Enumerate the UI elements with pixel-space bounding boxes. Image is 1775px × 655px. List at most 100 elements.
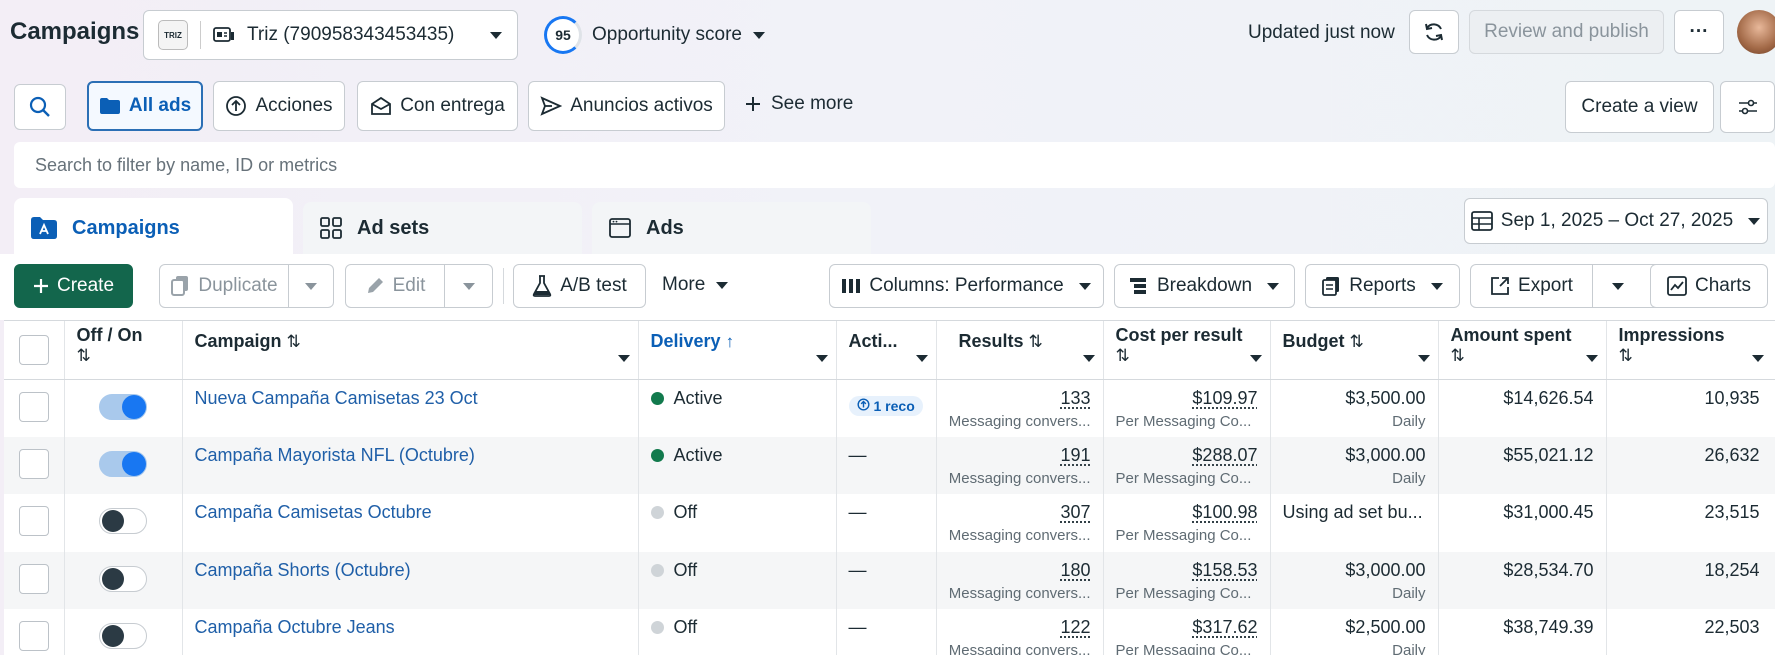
delivery-header[interactable]: Delivery ↑ <box>638 321 837 380</box>
avatar[interactable] <box>1737 10 1775 54</box>
amount-spent-header[interactable]: Amount spent ⇅ <box>1438 321 1607 380</box>
charts-button[interactable]: Charts <box>1650 264 1768 308</box>
anuncios-activos-filter[interactable]: Anuncios activos <box>528 81 725 131</box>
duplicate-button[interactable]: Duplicate <box>160 265 288 307</box>
cost-per-result-value[interactable]: $317.62 <box>1192 617 1258 637</box>
campaign-toggle[interactable] <box>99 565 147 592</box>
see-more-button[interactable]: See more <box>745 93 853 115</box>
row-checkbox[interactable] <box>18 621 49 651</box>
chevron-down-icon[interactable] <box>1585 347 1598 368</box>
results-value[interactable]: 180 <box>1060 559 1091 580</box>
chevron-down-icon[interactable] <box>1751 347 1764 368</box>
edit-button[interactable]: Edit <box>346 265 444 307</box>
results-value[interactable]: 133 <box>1060 387 1091 408</box>
export-dropdown[interactable] <box>1592 265 1642 307</box>
table-row[interactable]: Nueva Campaña Camisetas 23 Oct Active 1 … <box>4 379 1775 437</box>
campaign-name-link[interactable]: Nueva Campaña Camisetas 23 Oct <box>194 387 478 408</box>
row-select-cell <box>4 609 65 655</box>
export-button[interactable]: Export <box>1471 265 1592 307</box>
campaign-header[interactable]: Campaign ⇅ <box>182 321 639 380</box>
search-input[interactable] <box>14 142 1775 188</box>
account-logo: TRIZ <box>158 20 188 50</box>
columns-button[interactable]: Columns: Performance <box>829 264 1104 308</box>
breakdown-label: Breakdown <box>1156 275 1253 296</box>
sort-icon: ⇅ <box>1349 332 1364 351</box>
campaign-header-label: Campaign <box>194 331 282 351</box>
table-row[interactable]: Campaña Shorts (Octubre) Off — 180 Messa… <box>4 551 1775 609</box>
table-row[interactable]: Campaña Octubre Jeans Off — 122 Messagin… <box>4 609 1775 655</box>
campaign-name-link[interactable]: Campaña Mayorista NFL (Octubre) <box>194 444 475 465</box>
campaign-toggle[interactable] <box>99 393 147 420</box>
off-on-header[interactable]: Off / On ⇅ <box>64 321 183 380</box>
chevron-down-icon[interactable] <box>1249 347 1262 368</box>
cost-per-result-type: Per Messaging Co... <box>1115 584 1252 602</box>
row-checkbox[interactable] <box>18 506 49 536</box>
campaign-toggle[interactable] <box>99 450 147 477</box>
create-view-button[interactable]: Create a view <box>1565 81 1714 133</box>
tab-campaigns[interactable]: Campaigns <box>14 198 293 258</box>
view-settings-button[interactable] <box>1720 81 1775 133</box>
account-selector[interactable]: TRIZ Triz (790958343453435) <box>143 10 518 60</box>
opportunity-score[interactable]: 95 Opportunity score <box>544 16 766 54</box>
cost-per-result-value[interactable]: $288.07 <box>1192 444 1258 465</box>
tab-ad-sets[interactable]: Ad sets <box>303 202 582 254</box>
refresh-button[interactable] <box>1409 10 1459 54</box>
cost-per-result-header[interactable]: Cost per result ⇅ <box>1103 321 1271 380</box>
results-value[interactable]: 191 <box>1060 444 1091 465</box>
sort-icon: ⇅ <box>1618 346 1633 365</box>
row-checkbox[interactable] <box>18 391 49 422</box>
ab-test-button[interactable]: A/B test <box>513 264 646 308</box>
cost-per-result-type: Per Messaging Co... <box>1115 469 1252 487</box>
chevron-down-icon[interactable] <box>1417 347 1430 368</box>
edit-dropdown[interactable] <box>444 265 492 307</box>
recommendation-badge[interactable]: 1 reco <box>848 395 923 416</box>
breakdown-button[interactable]: Breakdown <box>1114 264 1295 308</box>
results-value[interactable]: 307 <box>1060 502 1091 522</box>
date-range-picker[interactable]: Sep 1, 2025 – Oct 27, 2025 <box>1464 198 1768 244</box>
row-checkbox[interactable] <box>18 563 49 594</box>
actions-header[interactable]: Acti... <box>836 321 937 380</box>
cost-per-result-value[interactable]: $100.98 <box>1192 502 1258 522</box>
impressions-header[interactable]: Impressions ⇅ <box>1606 321 1775 380</box>
cost-per-result-cell: $158.53 Per Messaging Co... <box>1103 551 1271 609</box>
more-options-button[interactable]: ··· <box>1674 10 1724 54</box>
cost-per-result-value[interactable]: $158.53 <box>1192 559 1258 580</box>
chevron-down-icon[interactable] <box>1082 347 1095 368</box>
campaign-toggle[interactable] <box>99 623 147 649</box>
budget-header[interactable]: Budget ⇅ <box>1270 321 1439 380</box>
account-name: Triz (790958343453435) <box>247 24 455 45</box>
duplicate-dropdown[interactable] <box>288 265 333 307</box>
select-all-checkbox[interactable] <box>18 335 49 365</box>
create-button[interactable]: Create <box>14 264 133 308</box>
campaign-name-link[interactable]: Campaña Camisetas Octubre <box>194 502 432 522</box>
acciones-filter[interactable]: Acciones <box>213 81 345 131</box>
tab-ads[interactable]: Ads <box>592 202 871 254</box>
status-dot <box>650 621 664 634</box>
more-actions-button[interactable]: More <box>662 274 729 296</box>
breakdown-icon <box>1129 277 1149 295</box>
budget-cell: $2,500.00 Daily <box>1270 609 1439 655</box>
table-row[interactable]: Campaña Mayorista NFL (Octubre) Active —… <box>4 436 1775 494</box>
campaigns-table: Off / On ⇅ Campaign ⇅ Delivery ↑ Acti... <box>4 320 1775 655</box>
chevron-down-icon[interactable] <box>815 347 828 368</box>
campaign-toggle[interactable] <box>99 508 147 534</box>
con-entrega-filter[interactable]: Con entrega <box>357 81 518 131</box>
reports-button[interactable]: Reports <box>1305 264 1460 308</box>
row-checkbox[interactable] <box>18 448 49 479</box>
toggle-knob <box>102 567 124 590</box>
table-body: Nueva Campaña Camisetas 23 Oct Active 1 … <box>4 379 1775 655</box>
row-select-cell <box>4 436 65 494</box>
results-header[interactable]: Results ⇅ <box>936 321 1104 380</box>
review-and-publish-button[interactable]: Review and publish <box>1469 10 1664 54</box>
chevron-down-icon[interactable] <box>915 347 928 368</box>
campaign-name-link[interactable]: Campaña Shorts (Octubre) <box>194 559 411 580</box>
campaign-name-link[interactable]: Campaña Octubre Jeans <box>194 617 395 637</box>
table-row[interactable]: Campaña Camisetas Octubre Off — 307 Mess… <box>4 494 1775 552</box>
all-ads-filter[interactable]: All ads <box>87 81 203 131</box>
cost-per-result-value[interactable]: $109.97 <box>1192 387 1258 408</box>
delivery-status: Off <box>673 502 698 522</box>
chevron-down-icon[interactable] <box>617 347 630 368</box>
search-button[interactable] <box>14 84 66 130</box>
export-icon <box>1490 276 1510 296</box>
results-value[interactable]: 122 <box>1060 617 1091 637</box>
